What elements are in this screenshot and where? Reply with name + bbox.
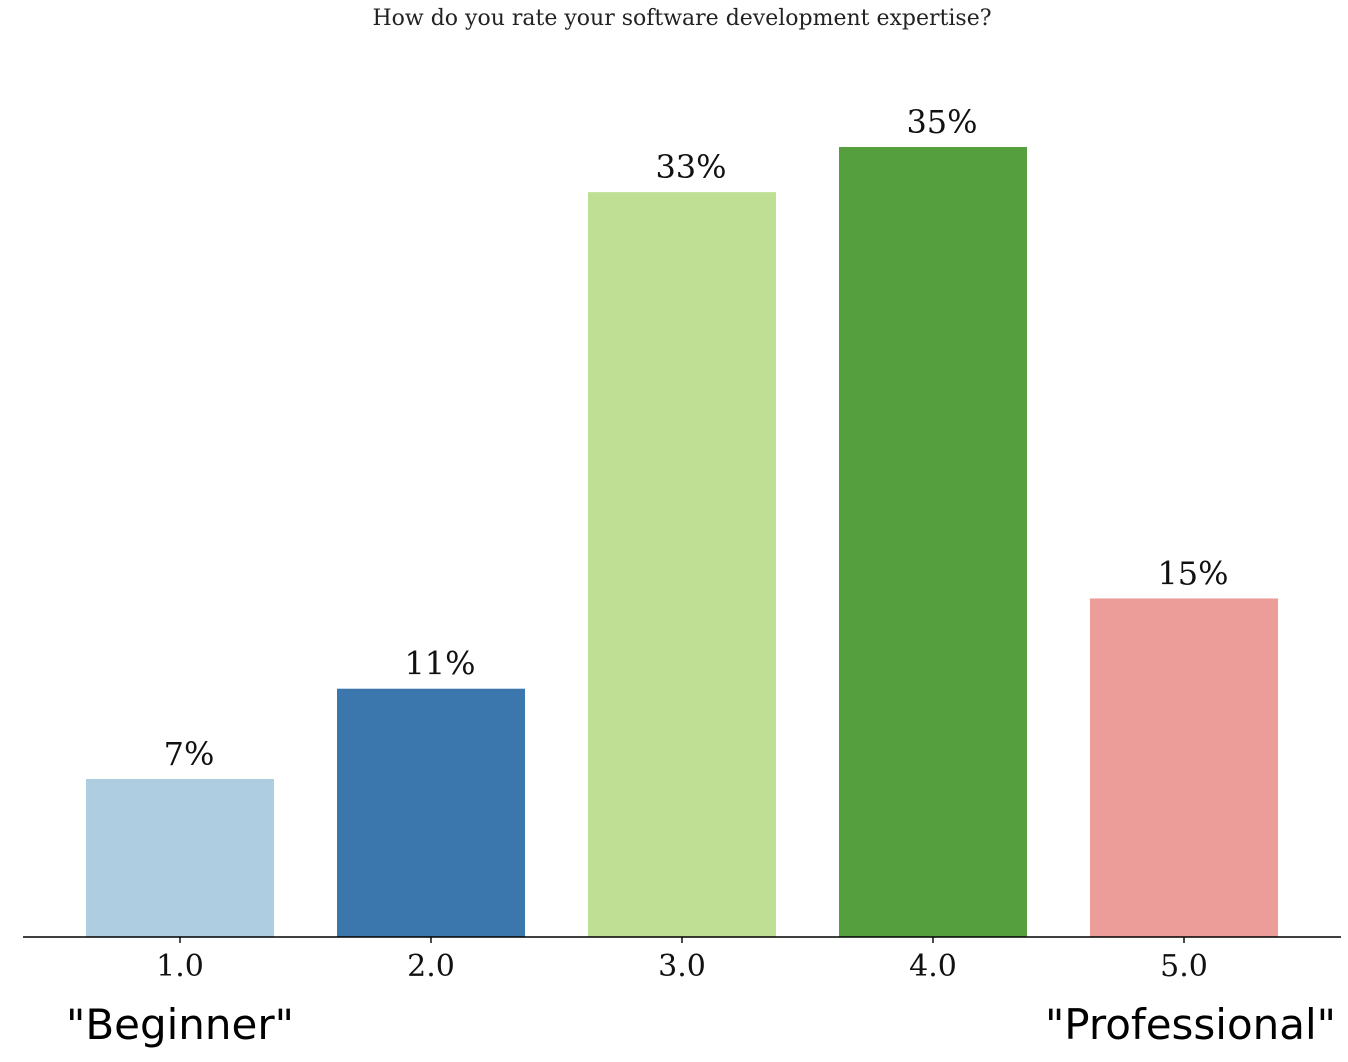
x-tick-label-4.0: 4.0	[909, 949, 957, 984]
bar-5.0	[1090, 598, 1278, 937]
bar-1.0	[86, 779, 274, 937]
x-tick-label-2.0: 2.0	[407, 949, 455, 984]
bar-3.0	[588, 192, 776, 938]
scale-high-label: "Professional"	[1044, 1000, 1336, 1049]
x-tick-label-1.0: 1.0	[156, 949, 204, 984]
value-label-3.0: 33%	[655, 148, 726, 186]
value-label-4.0: 35%	[906, 103, 977, 141]
value-label-1.0: 7%	[164, 735, 215, 773]
x-tick-label-5.0: 5.0	[1160, 949, 1208, 984]
scale-low-label: "Beginner"	[66, 1000, 294, 1049]
x-tick-label-3.0: 3.0	[658, 949, 706, 984]
value-label-2.0: 11%	[404, 645, 475, 683]
bar-2.0	[337, 688, 525, 937]
bars-group	[86, 147, 1278, 938]
value-labels-group: 7% 11% 33% 35% 15%	[164, 103, 1229, 773]
chart-title: How do you rate your software developmen…	[372, 6, 992, 31]
x-ticks-group: 1.0 2.0 3.0 4.0 5.0	[156, 937, 1208, 984]
bar-4.0	[839, 147, 1027, 937]
value-label-5.0: 15%	[1157, 554, 1228, 592]
